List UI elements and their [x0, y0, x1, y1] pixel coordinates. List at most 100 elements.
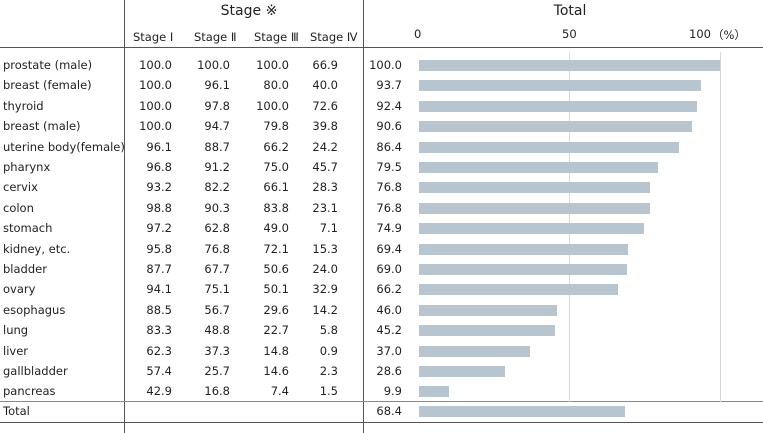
row-bar	[419, 80, 702, 91]
row-label: bladder	[3, 262, 47, 276]
row-s2-value: 88.7	[204, 140, 230, 154]
row-s3-value: 72.1	[263, 242, 289, 256]
row-s2-value: 37.3	[204, 344, 230, 358]
row-s4-value: 28.3	[312, 180, 338, 194]
row-s2-value: 62.8	[204, 221, 230, 235]
row-label: ovary	[3, 282, 36, 296]
row-label: pharynx	[3, 160, 51, 174]
stage-4-header: Stage Ⅳ	[310, 30, 358, 44]
total-header: Total	[553, 3, 587, 19]
row-s2-value: 16.8	[204, 384, 230, 398]
row-s2-value: 75.1	[204, 282, 230, 296]
row-label: colon	[3, 201, 34, 215]
row-s4-value: 24.0	[312, 262, 338, 276]
row-s4-value: 0.9	[319, 344, 338, 358]
row-bar	[419, 101, 698, 112]
row-total-value: 79.5	[376, 160, 402, 174]
row-s4-value: 45.7	[312, 160, 338, 174]
row-s3-value: 100.0	[256, 58, 289, 72]
row-total-value: 92.4	[376, 99, 402, 113]
row-label: liver	[3, 344, 28, 358]
row-bar	[419, 346, 531, 357]
row-total-value: 74.9	[376, 221, 402, 235]
row-s1-value: 42.9	[146, 384, 172, 398]
row-label: breast (female)	[3, 78, 92, 92]
row-s4-value: 66.9	[312, 58, 338, 72]
row-s2-value: 56.7	[204, 303, 230, 317]
row-s1-value: 62.3	[146, 344, 172, 358]
row-label: cervix	[3, 180, 38, 194]
table-bottom-rule	[0, 422, 763, 423]
row-bar	[419, 386, 449, 397]
row-s2-value: 48.8	[204, 323, 230, 337]
row-s4-value: 23.1	[312, 201, 338, 215]
row-s1-value: 100.0	[139, 99, 172, 113]
row-s2-value: 76.8	[204, 242, 230, 256]
row-total-value: 93.7	[376, 78, 402, 92]
row-label: stomach	[3, 221, 53, 235]
row-s1-value: 97.2	[146, 221, 172, 235]
row-label: uterine body(female)	[3, 140, 125, 154]
row-bar	[419, 366, 506, 377]
row-label: breast (male)	[3, 119, 81, 133]
row-bar	[419, 182, 651, 193]
row-s3-value: 14.8	[263, 344, 289, 358]
row-label: esophagus	[3, 303, 66, 317]
row-s4-value: 2.3	[319, 364, 338, 378]
row-s3-value: 83.8	[263, 201, 289, 215]
row-total-value: 66.2	[376, 282, 402, 296]
row-s3-value: 66.2	[263, 140, 289, 154]
row-total-value: 9.9	[383, 384, 402, 398]
row-s2-value: 90.3	[204, 201, 230, 215]
row-s1-value: 88.5	[146, 303, 172, 317]
row-s3-value: 22.7	[263, 323, 289, 337]
row-s2-value: 96.1	[204, 78, 230, 92]
row-s4-value: 32.9	[312, 282, 338, 296]
row-s2-value: 67.7	[204, 262, 230, 276]
row-s4-value: 15.3	[312, 242, 338, 256]
row-s1-value: 93.2	[146, 180, 172, 194]
row-s1-value: 98.8	[146, 201, 172, 215]
header-bottom-rule	[0, 47, 763, 48]
row-label: pancreas	[3, 384, 56, 398]
row-s1-value: 96.1	[146, 140, 172, 154]
row-s2-value: 94.7	[204, 119, 230, 133]
row-total-value: 46.0	[376, 303, 402, 317]
stage-group-header: Stage ※	[220, 3, 278, 19]
row-s3-value: 66.1	[263, 180, 289, 194]
row-total-value: 45.2	[376, 323, 402, 337]
row-bar	[419, 162, 659, 173]
row-total-value: 76.8	[376, 180, 402, 194]
row-bar	[419, 142, 680, 153]
row-label: kidney, etc.	[3, 242, 71, 256]
row-bar	[419, 223, 645, 234]
row-s3-value: 50.6	[263, 262, 289, 276]
total-row-label: Total	[3, 404, 30, 418]
row-s1-value: 100.0	[139, 119, 172, 133]
row-label: prostate (male)	[3, 58, 93, 72]
row-s4-value: 72.6	[312, 99, 338, 113]
row-total-value: 69.0	[376, 262, 402, 276]
stage-3-header: Stage Ⅲ	[254, 30, 299, 44]
row-total-value: 76.8	[376, 201, 402, 215]
row-s3-value: 75.0	[263, 160, 289, 174]
row-total-value: 90.6	[376, 119, 402, 133]
unit-label: （%）	[712, 28, 746, 42]
stage-1-header: Stage Ⅰ	[133, 30, 174, 44]
row-s4-value: 5.8	[319, 323, 338, 337]
row-bar	[419, 284, 619, 295]
row-s2-value: 82.2	[204, 180, 230, 194]
row-s4-value: 7.1	[319, 221, 338, 235]
row-label: lung	[3, 323, 29, 337]
row-s1-value: 94.1	[146, 282, 172, 296]
divider-stage-total	[363, 0, 364, 433]
row-s4-value: 1.5	[319, 384, 338, 398]
row-s3-value: 49.0	[263, 221, 289, 235]
row-s2-value: 100.0	[197, 58, 230, 72]
total-row-bar	[419, 406, 625, 417]
row-s2-value: 25.7	[204, 364, 230, 378]
divider-label-stage	[124, 0, 125, 433]
row-total-value: 100.0	[369, 58, 402, 72]
row-s4-value: 40.0	[312, 78, 338, 92]
row-s3-value: 14.6	[263, 364, 289, 378]
